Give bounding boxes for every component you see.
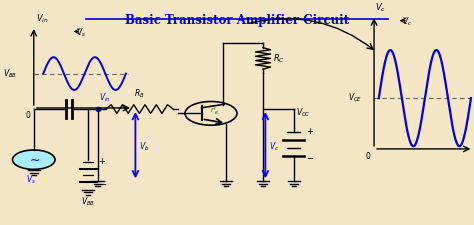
Text: $V_{CE}$: $V_{CE}$ [348, 92, 362, 104]
Text: +: + [99, 157, 105, 166]
Text: $-$: $-$ [99, 178, 107, 187]
Text: $V_c$: $V_c$ [375, 2, 386, 14]
Text: $r'_e$: $r'_e$ [210, 106, 219, 117]
Text: +: + [306, 127, 313, 136]
Text: $V_{in}$: $V_{in}$ [36, 13, 49, 25]
Text: $R_B$: $R_B$ [134, 88, 144, 100]
Text: $V_{BB}$: $V_{BB}$ [3, 67, 17, 80]
Text: $V_{in}$: $V_{in}$ [99, 92, 110, 104]
Text: $V_s$: $V_s$ [27, 174, 36, 186]
Text: 0: 0 [26, 111, 30, 120]
Text: $R_C$: $R_C$ [273, 52, 285, 65]
Text: $V_c$: $V_c$ [269, 140, 279, 153]
Text: Basic Transistor Amplifier Circuit: Basic Transistor Amplifier Circuit [125, 14, 349, 27]
Text: $V_{CC}$: $V_{CC}$ [296, 106, 311, 119]
Text: $\sim$: $\sim$ [27, 153, 41, 166]
Text: 0: 0 [366, 152, 371, 161]
Text: $-$: $-$ [306, 152, 314, 161]
Text: $V_c$: $V_c$ [402, 16, 412, 28]
Text: $V_s$: $V_s$ [76, 26, 86, 39]
Text: $V_b$: $V_b$ [139, 140, 149, 153]
Text: $V_{BB}$: $V_{BB}$ [81, 195, 95, 208]
Circle shape [12, 150, 55, 169]
